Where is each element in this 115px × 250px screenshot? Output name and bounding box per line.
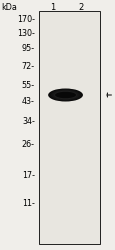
Ellipse shape	[61, 93, 69, 96]
Text: 72-: 72-	[22, 62, 34, 71]
Ellipse shape	[51, 90, 79, 101]
Text: 55-: 55-	[22, 81, 34, 90]
Text: 130-: 130-	[17, 28, 34, 38]
Text: 170-: 170-	[17, 16, 34, 24]
Text: 2: 2	[78, 2, 83, 12]
Ellipse shape	[63, 94, 66, 96]
Text: 34-: 34-	[22, 117, 34, 126]
Text: 43-: 43-	[22, 98, 34, 106]
Text: 26-: 26-	[22, 140, 34, 149]
Ellipse shape	[52, 90, 78, 100]
Text: 17-: 17-	[22, 171, 34, 180]
Ellipse shape	[55, 92, 75, 98]
Text: 95-: 95-	[22, 44, 34, 53]
Ellipse shape	[56, 92, 74, 98]
Bar	[39, 11, 99, 244]
Text: 11-: 11-	[22, 198, 34, 207]
Ellipse shape	[48, 88, 82, 102]
Text: kDa: kDa	[1, 2, 17, 12]
Ellipse shape	[58, 92, 72, 98]
Ellipse shape	[49, 89, 81, 101]
Ellipse shape	[62, 94, 68, 96]
Text: 1: 1	[50, 2, 55, 12]
Ellipse shape	[55, 91, 75, 99]
Ellipse shape	[53, 91, 76, 99]
Ellipse shape	[59, 93, 71, 97]
